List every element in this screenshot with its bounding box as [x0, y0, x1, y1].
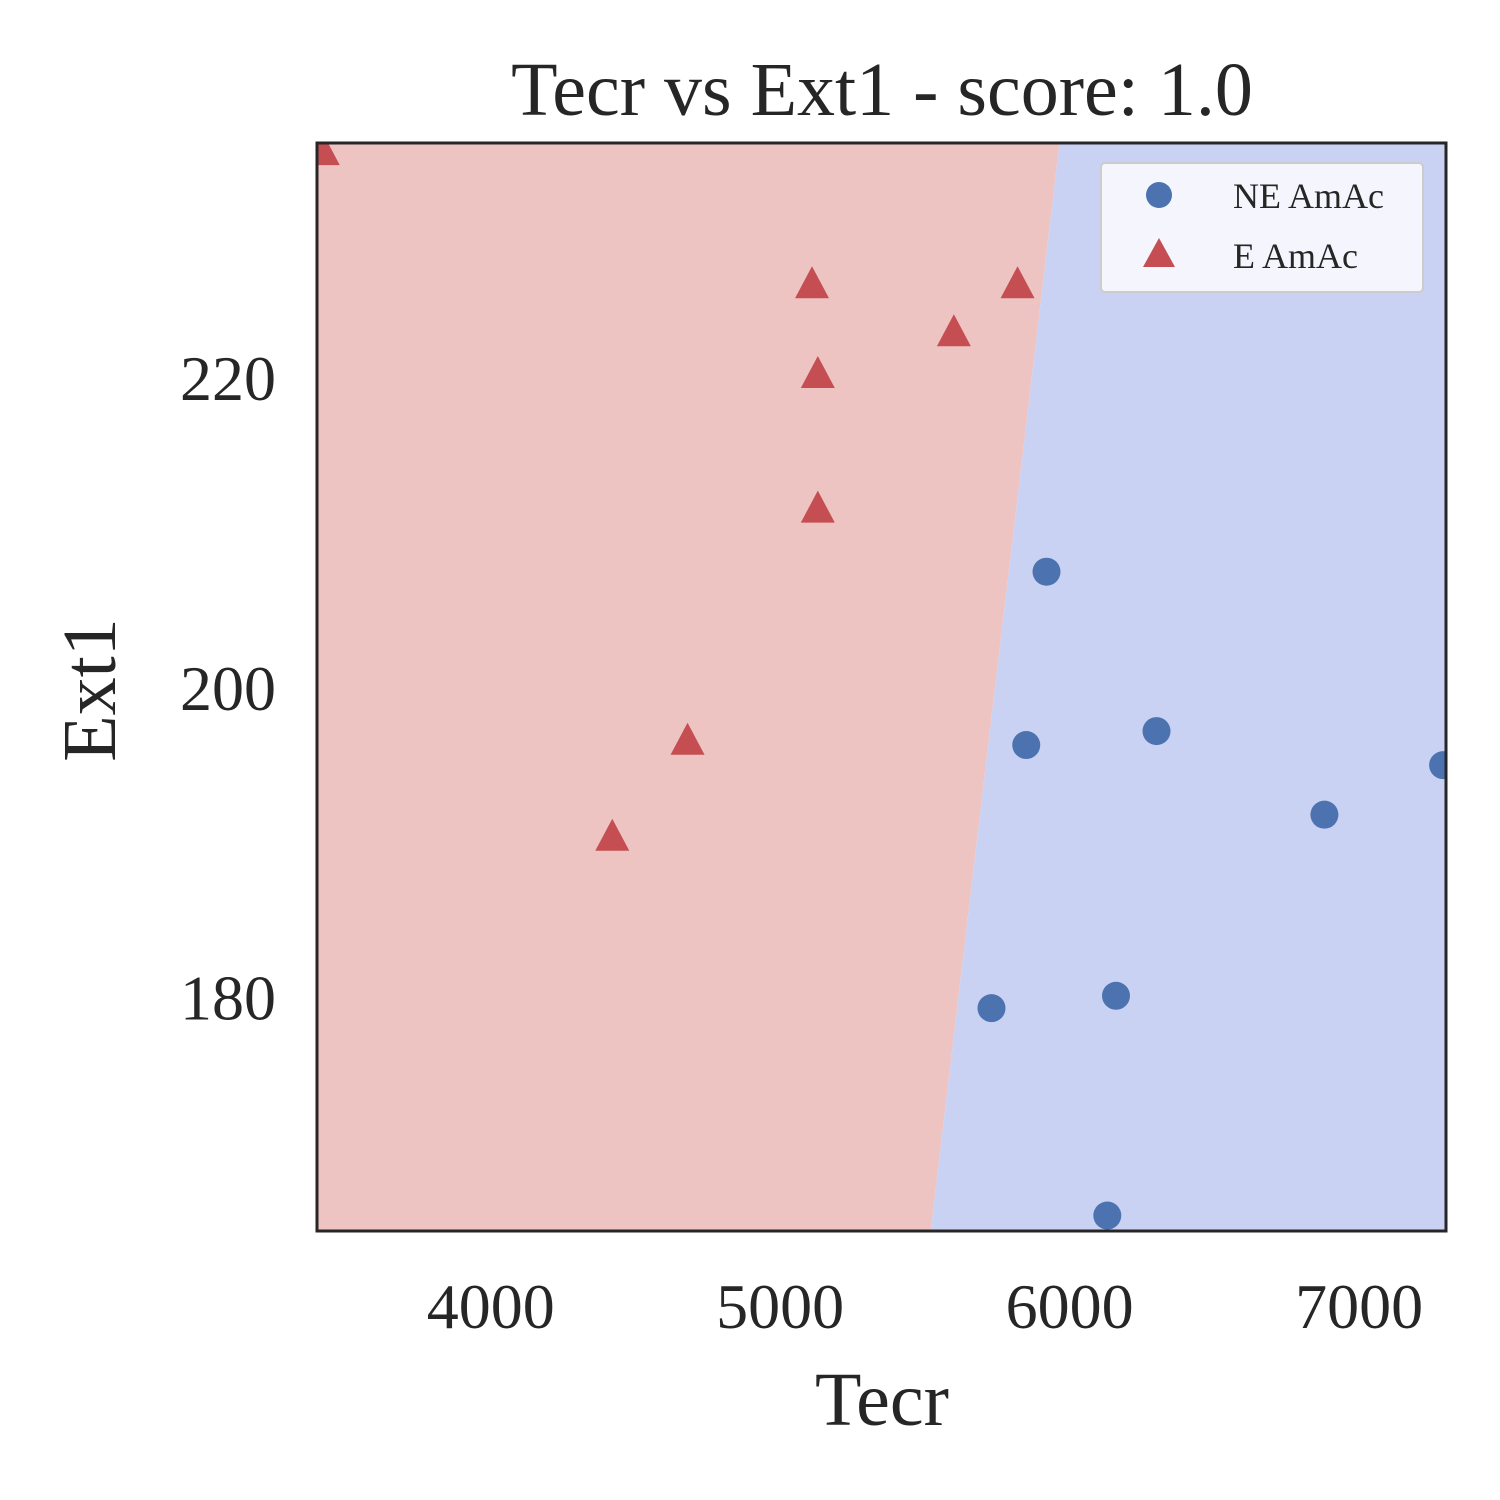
- x-tick-labels: 4000 5000 6000 7000: [427, 1271, 1423, 1342]
- x-axis-label: Tecr: [815, 1358, 949, 1442]
- legend-label-ne-amac: NE AmAc: [1233, 176, 1384, 216]
- decision-region-ne-amac: [930, 143, 1446, 1231]
- point-e-amac: [595, 818, 630, 851]
- x-tick-label: 7000: [1295, 1271, 1423, 1342]
- point-e-amac: [936, 314, 971, 347]
- legend-marker-e-amac: [1143, 238, 1175, 267]
- y-tick-label: 200: [180, 653, 276, 724]
- point-ne-amac: [1093, 1201, 1122, 1230]
- x-tick-label: 4000: [427, 1271, 555, 1342]
- x-tick-label: 5000: [716, 1271, 844, 1342]
- legend-marker-ne-amac: [1146, 182, 1172, 208]
- y-tick-label: 180: [180, 962, 276, 1033]
- point-e-amac: [1000, 266, 1035, 299]
- point-ne-amac: [1101, 981, 1130, 1010]
- plot-area: [317, 143, 1446, 1231]
- y-tick-label: 220: [180, 343, 276, 414]
- legend-label-e-amac: E AmAc: [1233, 236, 1358, 276]
- point-ne-amac: [977, 994, 1006, 1023]
- chart-title: Tecr vs Ext1 - score: 1.0: [511, 48, 1253, 132]
- x-tick-label: 6000: [1006, 1271, 1134, 1342]
- point-e-amac: [795, 266, 830, 299]
- y-axis-label: Ext1: [48, 618, 132, 762]
- point-e-amac: [317, 143, 340, 166]
- point-ne-amac: [1032, 557, 1061, 586]
- data-points: [317, 143, 1446, 1230]
- decision-region-e-amac: [317, 143, 1060, 1231]
- point-ne-amac: [1012, 731, 1041, 760]
- point-e-amac: [800, 490, 835, 523]
- legend-box: [1100, 162, 1424, 293]
- y-tick-labels: 180 200 220: [180, 343, 276, 1033]
- point-ne-amac: [1310, 800, 1339, 829]
- point-e-amac: [800, 356, 835, 389]
- point-ne-amac: [1142, 717, 1171, 746]
- legend: NE AmAc E AmAc: [1100, 162, 1424, 293]
- point-e-amac: [670, 722, 705, 755]
- axes-frame: [315, 141, 1448, 1233]
- point-ne-amac: [1429, 751, 1446, 780]
